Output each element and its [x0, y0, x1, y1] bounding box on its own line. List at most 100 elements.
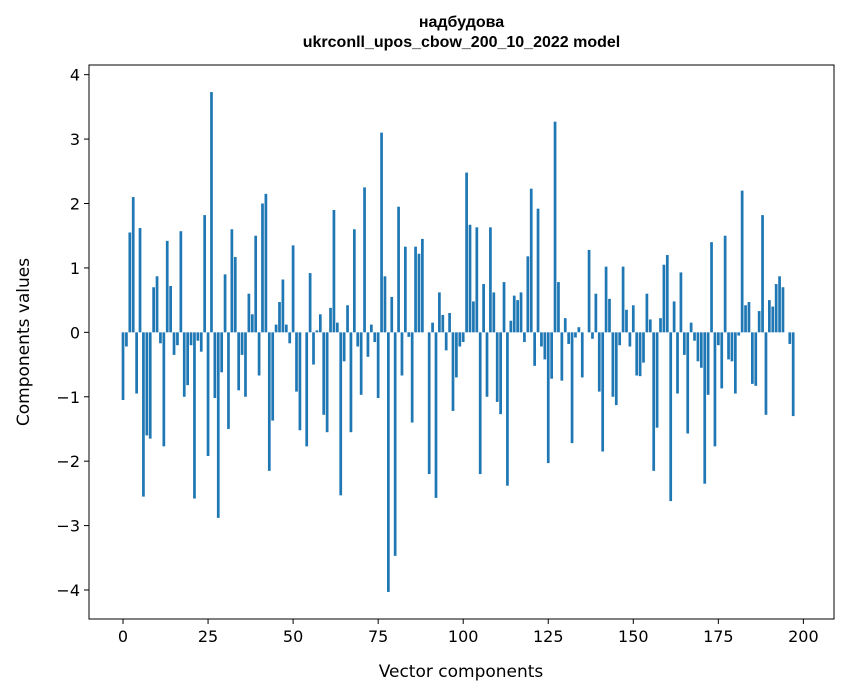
y-tick-label: 4: [70, 66, 80, 85]
bar-132: [570, 332, 574, 444]
bar-197: [791, 332, 795, 417]
bar-90: [427, 332, 431, 475]
bar-50: [291, 245, 295, 333]
bar-179: [730, 332, 734, 362]
bar-168: [693, 332, 696, 341]
bar-125: [546, 332, 550, 464]
bar-172: [706, 332, 710, 395]
bar-80: [393, 332, 397, 556]
bar-180: [733, 332, 737, 394]
bar-110: [495, 332, 499, 402]
bar-58: [318, 314, 322, 333]
bar-31: [227, 332, 230, 429]
bar-42: [264, 193, 268, 333]
bar-48: [284, 324, 288, 333]
bar-151: [635, 332, 639, 376]
bar-60: [325, 332, 329, 433]
bar-130: [563, 318, 567, 333]
bar-143: [608, 298, 611, 333]
bar-46: [278, 302, 281, 333]
bar-81: [397, 206, 400, 333]
y-axis: −4 −3 −2 −1 0 1 2 3 4: [56, 66, 89, 600]
bar-82: [400, 332, 404, 376]
bar-135: [580, 332, 584, 378]
bar-43: [267, 332, 271, 471]
bar-70: [359, 332, 363, 395]
bar-126: [550, 332, 554, 379]
bar-129: [560, 332, 564, 381]
bar-77: [383, 276, 387, 333]
bar-165: [682, 332, 686, 355]
bar-74: [373, 332, 377, 342]
bar-62: [332, 209, 336, 333]
x-tick-label: 125: [533, 627, 564, 646]
y-tick-label: 1: [70, 259, 80, 278]
y-tick-label: 0: [70, 323, 80, 342]
bar-37: [247, 293, 251, 333]
bar-79: [390, 296, 394, 333]
x-axis: 0 25 50 75 100 125 150 175 200: [118, 619, 819, 646]
bar-91: [431, 322, 434, 333]
bar-57: [315, 330, 319, 333]
bar-24: [203, 215, 207, 333]
y-tick-label: −3: [56, 517, 80, 536]
bar-9: [152, 287, 155, 333]
bar-117: [519, 292, 523, 333]
bar-142: [604, 266, 608, 333]
bar-27: [213, 332, 217, 399]
bar-101: [465, 172, 468, 333]
bar-183: [744, 305, 747, 333]
bar-131: [567, 332, 571, 344]
bar-111: [499, 332, 502, 415]
x-tick-label: 50: [283, 627, 303, 646]
bar-194: [781, 287, 785, 333]
plot-frame: [88, 64, 835, 620]
bar-41: [261, 203, 264, 333]
bar-8: [148, 332, 152, 439]
bar-128: [557, 282, 560, 333]
bar-171: [703, 332, 707, 484]
bar-178: [727, 332, 730, 360]
bar-112: [502, 282, 506, 333]
bar-186: [754, 332, 758, 386]
bar-7: [145, 332, 149, 436]
bar-16: [176, 332, 179, 346]
bar-45: [274, 324, 278, 333]
bar-162: [672, 301, 676, 333]
y-tick-label: −1: [56, 388, 80, 407]
bar-64: [339, 332, 343, 496]
bar-98: [455, 332, 458, 378]
bar-166: [686, 332, 690, 434]
bar-2: [128, 232, 132, 333]
bar-18: [182, 332, 186, 397]
y-tick-label: −2: [56, 452, 80, 471]
bar-160: [665, 255, 669, 333]
bar-49: [288, 332, 292, 344]
bar-59: [322, 332, 326, 415]
bar-14: [169, 285, 172, 333]
bar-47: [281, 279, 285, 333]
bar-150: [631, 305, 635, 333]
bar-63: [335, 322, 339, 333]
bar-108: [489, 227, 492, 333]
bar-84: [407, 332, 411, 337]
bar-99: [458, 332, 462, 347]
bar-21: [193, 332, 196, 499]
y-tick-label: 2: [70, 195, 80, 214]
bar-17: [179, 231, 183, 333]
bar-146: [618, 332, 622, 346]
bar-192: [774, 284, 778, 333]
bar-51: [295, 332, 298, 392]
bar-106: [482, 284, 485, 333]
bar-61: [329, 307, 332, 333]
bar-85: [410, 332, 414, 423]
bar-76: [380, 132, 383, 333]
bar-26: [210, 92, 213, 333]
bar-13: [165, 240, 169, 333]
bar-19: [186, 332, 190, 386]
bar-1: [125, 332, 128, 347]
bar-109: [492, 292, 496, 333]
bar-67: [349, 332, 353, 433]
bar-11: [159, 332, 162, 344]
